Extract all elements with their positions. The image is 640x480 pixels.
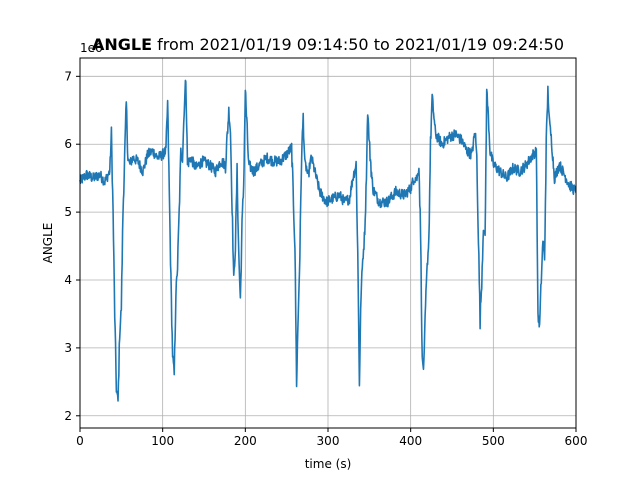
series-line-angle (79, 79, 577, 402)
x-tick-label: 600 (565, 434, 588, 448)
chart-title-rest: from 2021/01/19 09:14:50 to 2021/01/19 0… (152, 35, 564, 54)
x-tick-label: 100 (151, 434, 174, 448)
x-tick-label: 400 (399, 434, 422, 448)
y-tick-label: 5 (64, 205, 72, 219)
x-tick-label: 200 (234, 434, 257, 448)
x-axis-ticks: 0 100 200 300 400 500 600 (76, 428, 587, 448)
y-tick-label: 3 (64, 341, 72, 355)
chart-title-bold: ANGLE (92, 35, 152, 54)
y-axis-label: ANGLE (41, 223, 55, 264)
y-axis-ticks: 2 3 4 5 6 7 (64, 69, 80, 423)
offset-label: 1e6 (80, 41, 103, 55)
grid-lines (79, 58, 577, 428)
x-axis-label: time (s) (305, 457, 352, 471)
y-tick-label: 6 (64, 137, 72, 151)
y-tick-label: 2 (64, 409, 72, 423)
y-tick-label: 7 (64, 69, 72, 83)
x-tick-label: 0 (76, 434, 84, 448)
x-tick-label: 500 (482, 434, 505, 448)
y-tick-label: 4 (64, 273, 72, 287)
x-tick-label: 300 (317, 434, 340, 448)
chart-title: ANGLE from 2021/01/19 09:14:50 to 2021/0… (92, 35, 564, 54)
